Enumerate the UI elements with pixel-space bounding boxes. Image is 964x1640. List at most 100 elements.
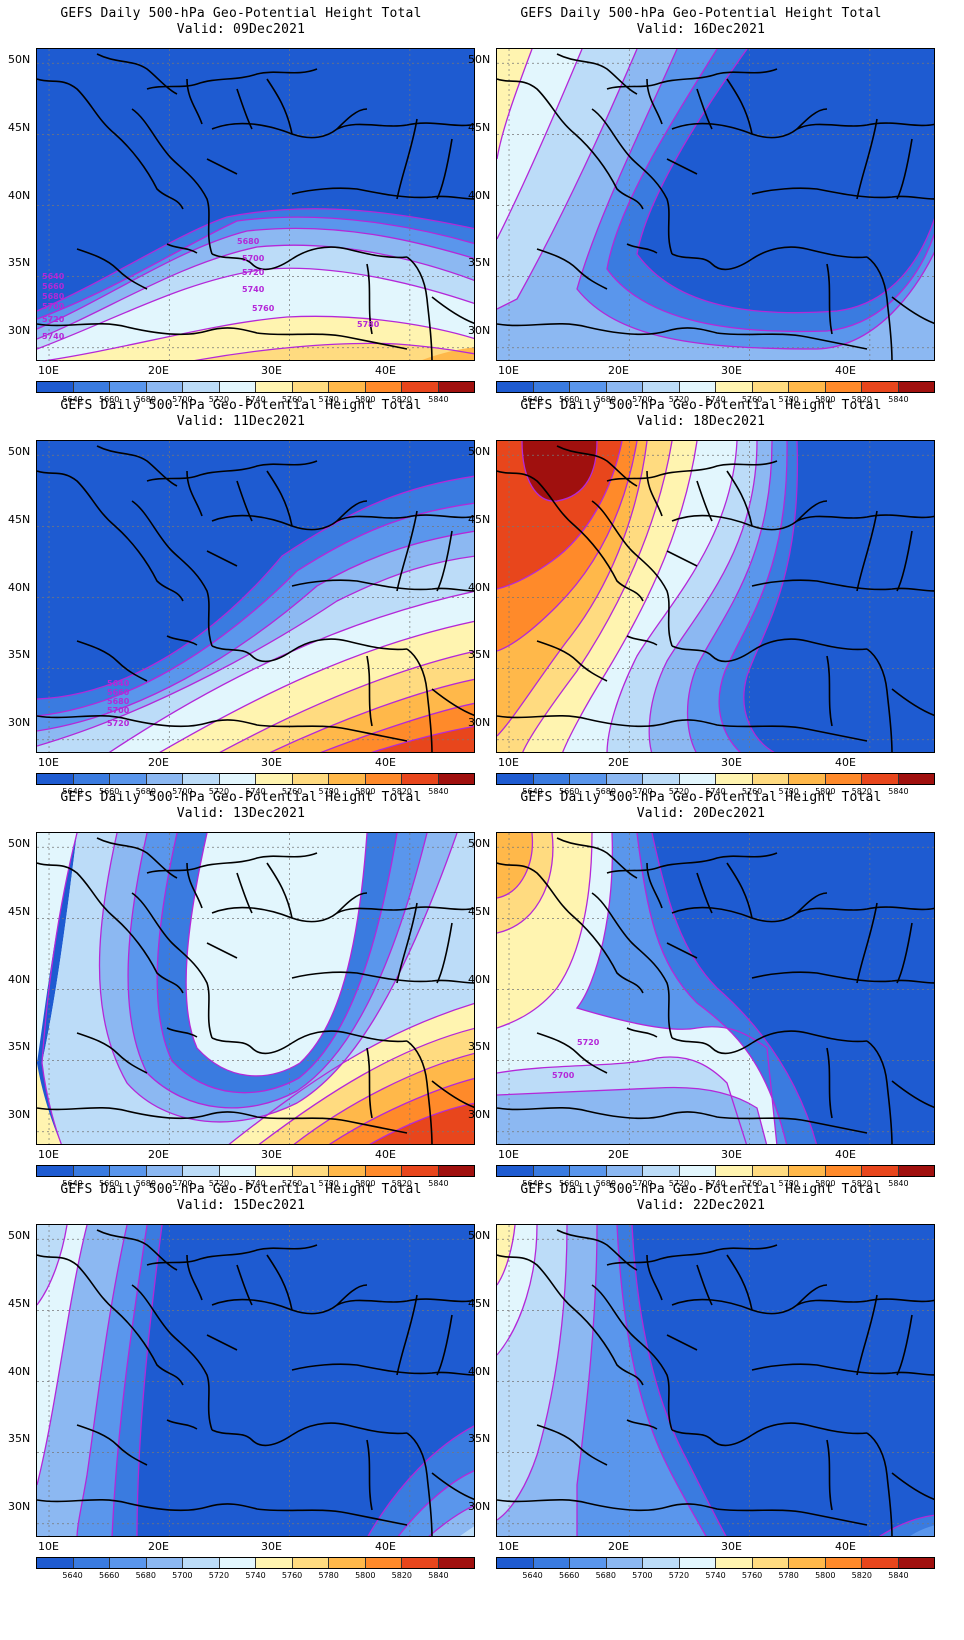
colorbar-label: 5780: [778, 395, 799, 404]
lat-tick-label: 35N: [468, 256, 491, 269]
boundary-line: [146, 460, 318, 482]
boundary-line: [751, 579, 934, 592]
boundary-line: [796, 108, 828, 130]
colorbar-swatch: [606, 774, 643, 784]
colorbar-swatch: [716, 1166, 753, 1176]
colorbar-swatch: [679, 1558, 716, 1568]
colorbar-swatch: [402, 382, 439, 392]
map-area: 5680 5700 5720 5740 5760 5780 5640 5660 5680 5700…: [36, 48, 475, 361]
colorbar-swatch: [752, 1166, 789, 1176]
colorbar-swatch: [438, 1558, 474, 1568]
contour-label: 5680: [42, 292, 65, 301]
colorbar-swatch: [898, 382, 934, 392]
lon-tick-label: 40E: [375, 1148, 396, 1161]
lat-tick-label: 50N: [8, 445, 31, 458]
fill-band: [330, 1078, 474, 1144]
boundary-line: [336, 892, 368, 914]
colorbar-swatch: [643, 1558, 680, 1568]
colorbar-label: 5760: [741, 787, 763, 796]
colorbar-label: 5820: [851, 1179, 873, 1188]
colorbar-swatch: [752, 774, 789, 784]
colorbar-swatch: [73, 1166, 110, 1176]
boundary-line: [671, 645, 753, 663]
colorbar-swatch: [716, 774, 753, 784]
boundary-line: [76, 640, 148, 682]
colorbar-label: 5760: [281, 395, 303, 404]
colorbar-swatch: [256, 1558, 293, 1568]
contour-line: [228, 1002, 474, 1144]
fill-band: [422, 347, 474, 360]
colorbar-label: 5840: [428, 1571, 449, 1580]
colorbar-swatch: [497, 1166, 534, 1176]
colorbar-swatch: [365, 1166, 402, 1176]
boundary-line: [291, 1363, 474, 1376]
colorbar-label: 5700: [632, 1571, 653, 1580]
contour-line: [631, 1225, 727, 1536]
boundary-line: [396, 1294, 418, 1376]
boundary-line: [206, 158, 238, 175]
colorbar-label: 5820: [391, 1571, 413, 1580]
boundary-line: [866, 256, 893, 360]
fill-band: [577, 49, 934, 349]
boundary-line: [236, 88, 253, 130]
lon-tick-label: 10E: [38, 364, 59, 377]
boundary-line: [796, 892, 828, 914]
lat-tick-label: 30N: [468, 1500, 491, 1513]
lat-tick-label: 30N: [468, 324, 491, 337]
colorbar-label: 5780: [318, 1571, 339, 1580]
contour-line: [37, 244, 474, 340]
fill-band: [459, 1526, 474, 1536]
map-canvas: [497, 1225, 934, 1536]
colorbar-label: 5740: [245, 787, 266, 796]
lon-tick-label: 40E: [375, 1540, 396, 1553]
lat-tick-label: 50N: [468, 53, 491, 66]
contour-line: [269, 678, 474, 752]
boundary-line: [606, 460, 778, 482]
lon-tick-label: 10E: [498, 756, 519, 769]
contour-line: [108, 590, 474, 752]
lon-tick-label: 30E: [721, 1148, 742, 1161]
fill-band: [497, 833, 592, 1028]
boundary-line: [591, 108, 673, 255]
panel-valid-date: Valid: 15Dec2021: [176, 1198, 306, 1213]
panel-valid-date: Valid: 09Dec2021: [176, 22, 306, 37]
colorbar-label: 5800: [355, 1571, 376, 1580]
lat-tick-label: 40N: [8, 581, 31, 594]
contour-line: [258, 1027, 474, 1144]
boundary-line: [96, 837, 178, 879]
contour-line: [497, 1056, 748, 1144]
fill-band: [110, 591, 474, 752]
colorbar-swatch: [862, 1166, 899, 1176]
boundary-line: [291, 187, 474, 200]
colorbar-label: 5700: [172, 1571, 193, 1580]
colorbar-label: 5640: [62, 395, 83, 404]
colorbar-swatch: [643, 382, 680, 392]
contour-label: 5780: [357, 320, 380, 329]
colorbar-swatch: [183, 382, 220, 392]
lat-tick-label: 45N: [468, 513, 491, 526]
colorbar-swatch: [183, 1166, 220, 1176]
contour-line: [718, 441, 788, 752]
contour-line: [648, 441, 758, 752]
lat-tick-label: 35N: [8, 1040, 31, 1053]
fill-band: [497, 441, 672, 752]
boundary-line: [751, 971, 934, 984]
boundary-line: [211, 1429, 293, 1447]
colorbar-label: 5840: [428, 395, 449, 404]
colorbar-swatch: [643, 774, 680, 784]
contour-line: [497, 833, 554, 934]
lat-tick-label: 40N: [8, 973, 31, 986]
boundary-line: [206, 942, 238, 959]
contour-line: [686, 441, 773, 752]
lon-tick-label: 40E: [835, 756, 856, 769]
boundary-line: [37, 1498, 408, 1526]
contour-label: 5660: [42, 282, 65, 291]
contour-line: [497, 441, 648, 737]
fill-band: [271, 679, 474, 752]
contour-line: [636, 833, 788, 1144]
lat-tick-label: 40N: [8, 189, 31, 202]
colorbar-swatch: [862, 774, 899, 784]
lon-tick-label: 40E: [835, 1148, 856, 1161]
boundary-line: [626, 1419, 658, 1430]
colorbar-swatch: [679, 382, 716, 392]
